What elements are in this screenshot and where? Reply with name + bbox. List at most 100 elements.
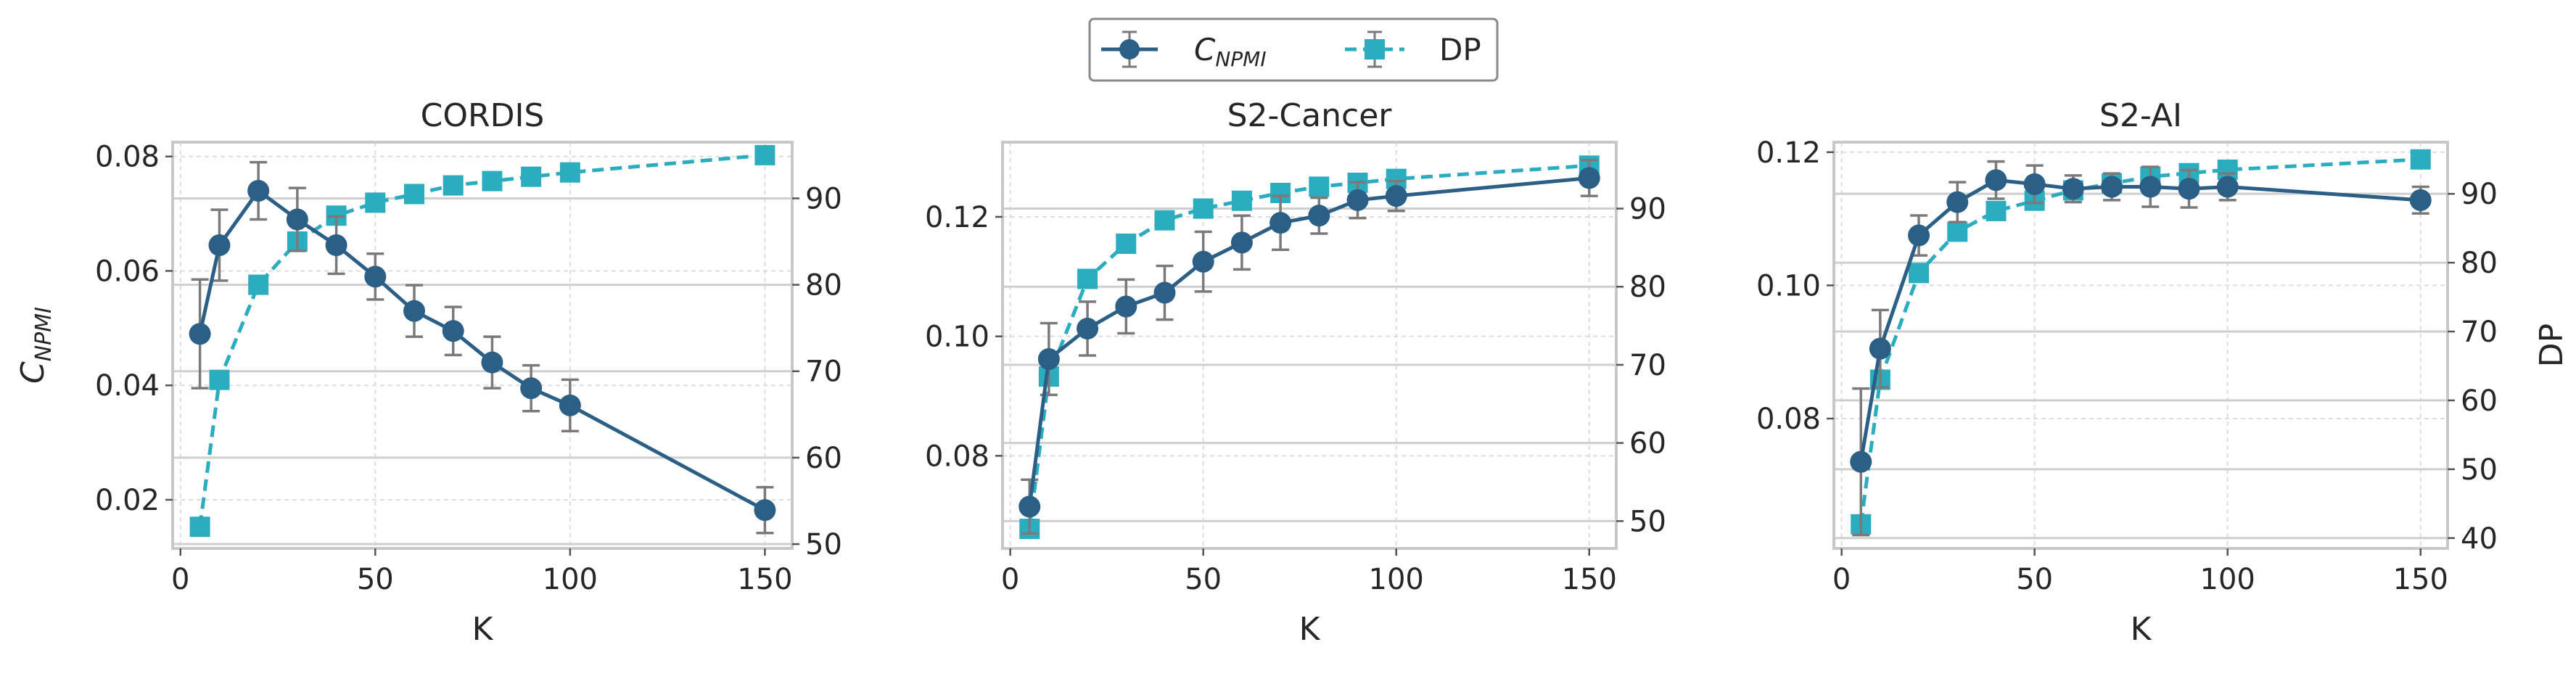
y-tick-label-right: 80: [2461, 247, 2498, 280]
dp-point: [1077, 268, 1098, 289]
legend-swatch-marker: [1365, 39, 1385, 59]
dp-point: [559, 162, 580, 183]
npmi-point: [1115, 295, 1137, 318]
dp-point: [443, 175, 464, 196]
y-tick-label-left: 0.06: [95, 255, 160, 288]
plot-area: [173, 142, 792, 548]
y-tick-label-left: 0.02: [95, 484, 160, 517]
dp-point: [1947, 221, 1968, 242]
y-tick-label-right: 80: [805, 269, 842, 303]
legend-box: [1088, 17, 1499, 82]
dp-point: [1154, 210, 1175, 231]
x-tick-label: 150: [737, 563, 792, 596]
npmi-point: [1850, 450, 1872, 473]
y-tick-label-right: 50: [2461, 453, 2498, 487]
npmi-point: [1192, 250, 1214, 273]
npmi-point: [2178, 178, 2200, 200]
y-axis-title-main: C: [15, 361, 52, 384]
panel-s2-cancer: 0 50 100 150 0.08 0.10 0.12 50 60 70 80 90 S2-Cancer…: [925, 97, 1666, 648]
y-tick-label-right: 40: [2461, 522, 2498, 556]
y-tick-label-left: 0.08: [95, 141, 160, 174]
dp-series-line: [1027, 163, 1589, 530]
npmi-point: [1308, 205, 1330, 227]
x-tick-label: 50: [2016, 563, 2053, 596]
legend: CNPMI DP: [1088, 17, 1499, 82]
npmi-point: [520, 377, 543, 400]
npmi-point: [2023, 173, 2046, 195]
legend-label-main: C: [1194, 32, 1216, 67]
y-tick-label-right: 80: [1629, 271, 1666, 304]
y-tick-label-left: 0.08: [925, 440, 989, 473]
dp-point: [248, 274, 269, 295]
x-tick-label: 150: [2393, 563, 2448, 596]
x-axis-title: K: [2131, 611, 2152, 648]
x-tick-label: 50: [357, 563, 394, 596]
y-axis-title-sub: NPMI: [31, 307, 57, 361]
y-tick-label-right: 50: [805, 528, 842, 561]
y-tick-label-right: 90: [2461, 178, 2498, 211]
npmi-point: [2139, 176, 2162, 198]
y-tick-label-right: 60: [1629, 427, 1666, 461]
x-axis-title: K: [1299, 611, 1321, 648]
npmi-point: [1153, 281, 1176, 304]
dp-point: [1231, 190, 1252, 211]
npmi-point: [1346, 189, 1369, 211]
dp-point: [404, 184, 425, 205]
y-tick-label-left: 0.08: [1756, 403, 1821, 436]
y-tick-label-right: 60: [2461, 384, 2498, 418]
y-tick-label-left: 0.10: [1756, 269, 1821, 303]
x-tick-label: 150: [1562, 563, 1617, 596]
panel-title: S2-Cancer: [1227, 97, 1393, 134]
npmi-point: [1578, 167, 1600, 189]
npmi-point: [559, 394, 581, 416]
npmi-point: [1019, 495, 1041, 518]
npmi-point: [286, 208, 308, 231]
dp-point: [1909, 263, 1930, 284]
panel-cordis: 0 50 100 150 0.02 0.04 0.06 0.08 50 60 70 80 90 CORDI…: [15, 97, 842, 648]
dp-point: [1116, 234, 1137, 254]
npmi-point: [247, 180, 270, 202]
dp-point: [754, 144, 775, 165]
npmi-point: [2409, 189, 2432, 211]
npmi-point: [1230, 231, 1253, 254]
y-tick-label-right: 70: [2461, 316, 2498, 349]
y-tick-label-left: 0.04: [95, 369, 160, 403]
npmi-point: [754, 499, 776, 522]
panel-title: CORDIS: [421, 97, 545, 134]
dp-point: [1986, 200, 2007, 221]
npmi-point: [403, 300, 426, 322]
npmi-point: [1385, 185, 1407, 207]
axes-frame: [1832, 141, 2449, 550]
npmi-point: [189, 323, 211, 345]
npmi-point: [481, 351, 503, 374]
x-tick-label: 100: [2200, 563, 2255, 596]
y-tick-label-right: 90: [805, 182, 842, 215]
npmi-point: [364, 266, 387, 288]
npmi-point: [1946, 191, 1969, 213]
plot-area: [1003, 142, 1616, 548]
dp-point: [521, 166, 542, 187]
npmi-point: [1908, 224, 1930, 247]
x-tick-label: 0: [1832, 563, 1851, 596]
axes-frame: [171, 141, 794, 550]
legend-label-dp: DP: [1439, 32, 1481, 67]
npmi-point: [1270, 212, 1292, 234]
npmi-point: [208, 234, 231, 256]
panel-title: S2-AI: [2099, 97, 2182, 134]
npmi-point: [1037, 347, 1060, 370]
dp-point: [482, 170, 503, 192]
axes-frame: [1001, 141, 1618, 550]
legend-swatch-marker: [1119, 39, 1140, 59]
y-tick-label-right: 50: [1629, 505, 1666, 538]
legend-label-npmi: CNPMI: [1194, 32, 1267, 71]
x-tick-label: 100: [1369, 563, 1424, 596]
y-tick-label-right: 70: [805, 355, 842, 389]
legend-item-npmi: CNPMI: [1101, 30, 1267, 71]
y-tick-label-right: 60: [805, 442, 842, 475]
y-tick-label-left: 0.12: [1756, 136, 1821, 170]
dp-point: [2410, 149, 2431, 170]
dp-point: [1309, 176, 1330, 197]
y-tick-label-right: 70: [1629, 349, 1666, 382]
npmi-point: [2216, 176, 2239, 198]
dp-point: [365, 192, 386, 213]
